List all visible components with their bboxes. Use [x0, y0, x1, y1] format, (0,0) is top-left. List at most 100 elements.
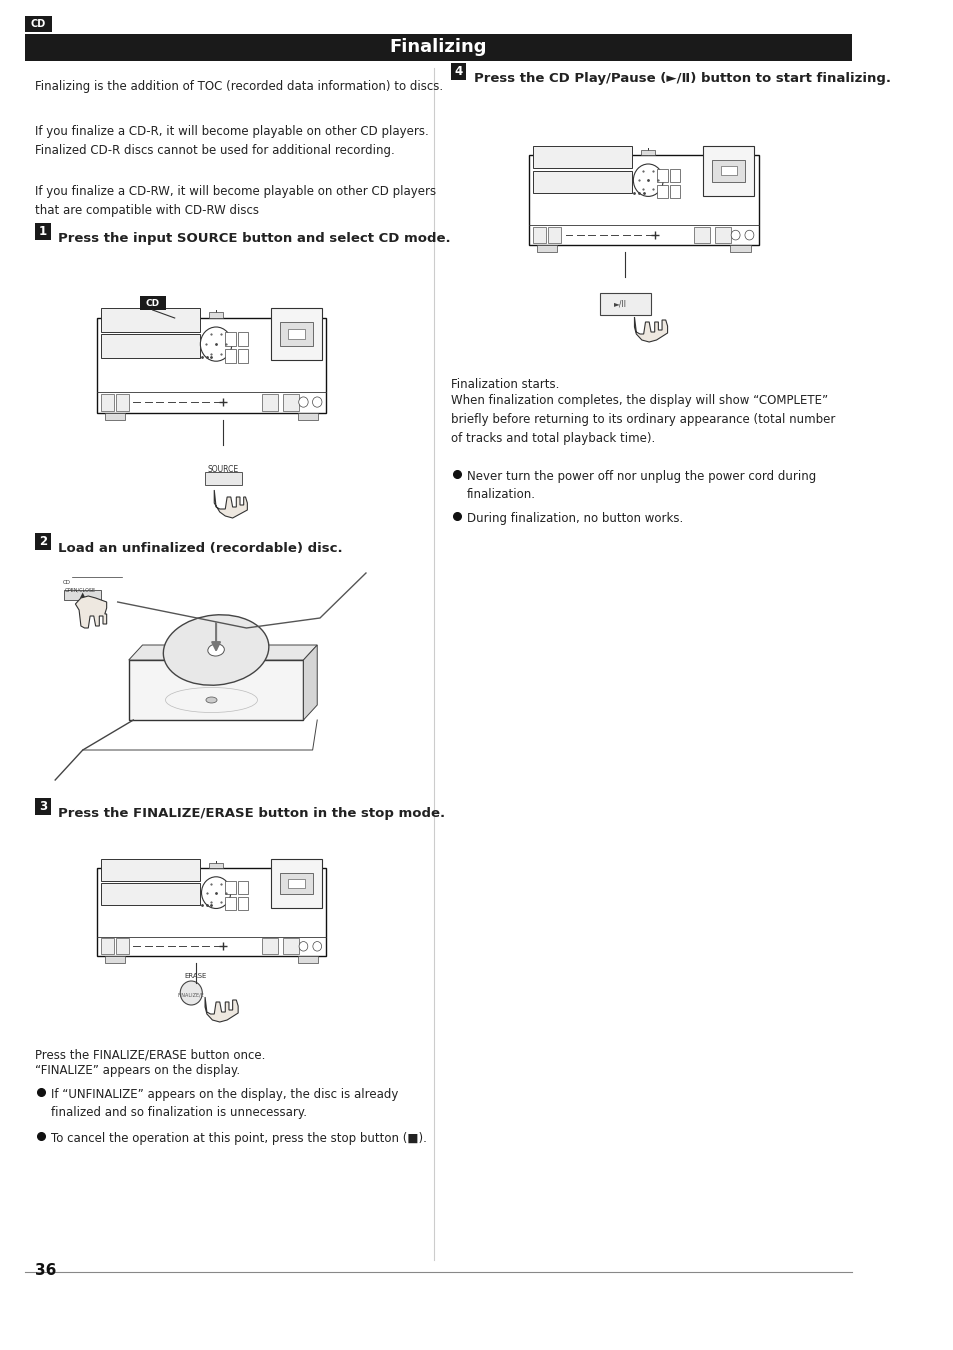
- Circle shape: [633, 163, 662, 196]
- Bar: [225, 882, 235, 895]
- Bar: [140, 296, 165, 310]
- Bar: [533, 146, 632, 169]
- Text: Press the FINALIZE/ERASE button once.: Press the FINALIZE/ERASE button once.: [35, 1048, 265, 1061]
- Polygon shape: [75, 595, 107, 628]
- Text: 3: 3: [39, 801, 47, 813]
- Bar: [712, 159, 744, 182]
- Bar: [209, 863, 223, 868]
- Bar: [282, 393, 298, 410]
- Circle shape: [313, 397, 321, 408]
- Bar: [548, 227, 560, 243]
- Bar: [225, 348, 235, 363]
- Circle shape: [180, 981, 202, 1004]
- Polygon shape: [214, 490, 247, 518]
- Text: Press the input SOURCE button and select CD mode.: Press the input SOURCE button and select…: [58, 232, 450, 244]
- Bar: [533, 227, 545, 243]
- Bar: [237, 882, 248, 895]
- Text: 1: 1: [39, 225, 47, 238]
- Bar: [116, 393, 129, 410]
- Bar: [225, 896, 235, 910]
- Text: ►/II: ►/II: [614, 300, 626, 309]
- Circle shape: [201, 876, 231, 909]
- Bar: [282, 938, 298, 954]
- Text: 36: 36: [35, 1264, 56, 1278]
- Polygon shape: [205, 998, 238, 1022]
- Polygon shape: [303, 645, 317, 720]
- Bar: [96, 868, 326, 956]
- Bar: [101, 938, 113, 954]
- Bar: [237, 332, 248, 346]
- Text: Press the FINALIZE/ERASE button in the stop mode.: Press the FINALIZE/ERASE button in the s…: [58, 807, 445, 819]
- Bar: [237, 348, 248, 363]
- Bar: [25, 34, 851, 61]
- Text: Finalization starts.: Finalization starts.: [450, 378, 558, 392]
- Bar: [96, 317, 326, 413]
- Bar: [205, 472, 241, 485]
- Text: When finalization completes, the display will show “COMPLETE”
briefly before ret: When finalization completes, the display…: [450, 394, 834, 446]
- Bar: [101, 393, 113, 410]
- Bar: [702, 146, 753, 196]
- Bar: [209, 312, 223, 317]
- Bar: [105, 956, 125, 963]
- Bar: [129, 660, 303, 720]
- Circle shape: [200, 327, 232, 362]
- Bar: [262, 938, 278, 954]
- Text: Finalizing: Finalizing: [390, 38, 487, 55]
- Bar: [640, 150, 655, 155]
- Bar: [101, 859, 200, 882]
- Text: “FINALIZE” appears on the display.: “FINALIZE” appears on the display.: [35, 1064, 240, 1077]
- Circle shape: [298, 941, 308, 950]
- Bar: [64, 590, 101, 599]
- Bar: [297, 413, 318, 420]
- Bar: [271, 308, 321, 360]
- Bar: [669, 169, 679, 182]
- Text: OPEN/CLOSE: OPEN/CLOSE: [64, 589, 95, 593]
- Text: If you finalize a CD-RW, it will become playable on other CD players
that are co: If you finalize a CD-RW, it will become …: [35, 185, 436, 217]
- Bar: [297, 956, 318, 963]
- Bar: [288, 329, 304, 339]
- Circle shape: [730, 231, 740, 240]
- Bar: [729, 244, 750, 252]
- Bar: [105, 413, 125, 420]
- Ellipse shape: [163, 614, 269, 686]
- Text: FINALIZE/E: FINALIZE/E: [177, 992, 205, 998]
- Text: 4: 4: [454, 65, 462, 78]
- Polygon shape: [634, 317, 667, 342]
- Text: ▲: ▲: [80, 593, 86, 598]
- Bar: [533, 170, 632, 193]
- Bar: [116, 938, 129, 954]
- Text: To cancel the operation at this point, press the stop button (■).: To cancel the operation at this point, p…: [51, 1133, 427, 1145]
- Text: During finalization, no button works.: During finalization, no button works.: [467, 512, 682, 525]
- Text: 2: 2: [39, 535, 47, 548]
- Bar: [280, 323, 313, 346]
- Bar: [280, 872, 313, 894]
- Text: SOURCE: SOURCE: [208, 464, 239, 474]
- Bar: [450, 63, 466, 80]
- Circle shape: [744, 231, 753, 240]
- Bar: [237, 896, 248, 910]
- Bar: [694, 227, 710, 243]
- Ellipse shape: [206, 697, 216, 703]
- Bar: [225, 332, 235, 346]
- Bar: [101, 308, 200, 332]
- Ellipse shape: [208, 644, 224, 656]
- Bar: [669, 185, 679, 198]
- Text: Never turn the power off nor unplug the power cord during
finalization.: Never turn the power off nor unplug the …: [467, 470, 816, 501]
- Circle shape: [313, 941, 321, 950]
- Text: If you finalize a CD-R, it will become playable on other CD players.
Finalized C: If you finalize a CD-R, it will become p…: [35, 126, 428, 157]
- Text: CD: CD: [146, 298, 159, 308]
- Text: CD: CD: [63, 580, 71, 585]
- Bar: [35, 798, 51, 815]
- Bar: [35, 533, 51, 549]
- Bar: [25, 16, 52, 32]
- Bar: [271, 859, 321, 907]
- Bar: [288, 879, 304, 888]
- Bar: [262, 393, 278, 410]
- Text: Press the CD Play/Pause (►/Ⅱ) button to start finalizing.: Press the CD Play/Pause (►/Ⅱ) button to …: [473, 72, 889, 85]
- Circle shape: [298, 397, 308, 408]
- Polygon shape: [129, 645, 317, 660]
- Bar: [101, 335, 200, 358]
- Bar: [657, 185, 667, 198]
- Bar: [35, 223, 51, 240]
- Text: If “UNFINALIZE” appears on the display, the disc is already
finalized and so fin: If “UNFINALIZE” appears on the display, …: [51, 1088, 398, 1119]
